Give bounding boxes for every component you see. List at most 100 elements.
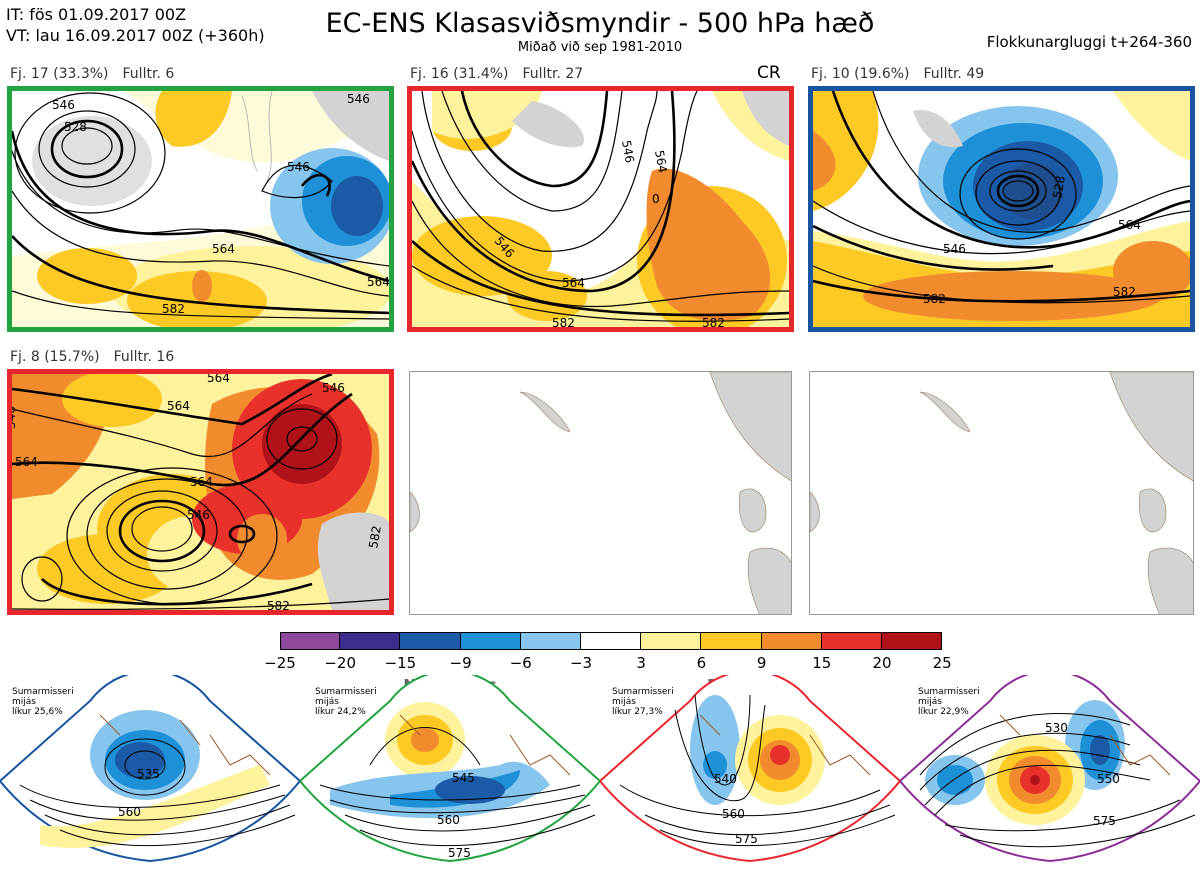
regime-4-map[interactable]: 530 550 575	[900, 675, 1200, 871]
regime-2-info-line: líkur 24,2%	[315, 707, 366, 717]
cluster-3-label: Fj. 10 (19.6%) Fulltr. 49	[811, 66, 984, 82]
colorbar-tick-label: −3	[569, 654, 593, 672]
colorbar-tick-label: −9	[449, 654, 472, 672]
colorbar-swatch	[761, 632, 822, 650]
colorbar-swatch	[460, 632, 521, 650]
regime-4-info-line: Sumarmisseri	[918, 687, 980, 697]
colorbar-tick-label: −25	[264, 654, 296, 672]
colorbar-swatch	[641, 632, 702, 650]
cluster-3-contour-label: 546	[943, 242, 966, 256]
cluster-1-contour-label: 564	[212, 242, 235, 256]
cluster-3-name: Fj. 10 (19.6%)	[811, 66, 910, 82]
regime-3-info-line: líkur 27,3%	[612, 707, 663, 717]
colorbar-tick-label: 25	[932, 654, 952, 672]
colorbar-swatch	[701, 632, 762, 650]
cluster-3-contour-label: 564	[1118, 218, 1141, 232]
regime-1-contour-label: 560	[118, 805, 141, 819]
regime-2-contour-label: 545	[452, 771, 475, 785]
colorbar-tick-label: 15	[812, 654, 832, 672]
colorbar-swatch	[821, 632, 882, 650]
control-run-badge: CR	[757, 63, 781, 83]
empty-map-panel	[409, 371, 792, 615]
cluster-4-map[interactable]: 546 564 564 564 546 564 546 582 582	[7, 369, 394, 615]
colorbar-tick-label: 9	[756, 654, 767, 672]
cluster-4-contour-label: 564	[207, 374, 230, 385]
regime-4-contour-label: 530	[1045, 721, 1068, 735]
colorbar-swatch	[400, 632, 461, 650]
cluster-4-label: Fj. 8 (15.7%) Fulltr. 16	[10, 349, 174, 365]
page-subtitle: Miðað við sep 1981-2010	[517, 40, 683, 55]
cluster-1-rep: Fulltr. 6	[122, 66, 175, 82]
cluster-1-label: Fj. 17 (33.3%) Fulltr. 6	[10, 66, 174, 82]
regime-3-info-line: mijás	[612, 697, 636, 707]
cluster-2-contour-label: 564	[562, 276, 585, 290]
cluster-3-contour-label: 582	[1113, 285, 1136, 299]
cluster-1-contour-label: 546	[347, 92, 370, 106]
regime-1-info-line: Sumarmisseri	[12, 687, 74, 697]
colorbar-swatch	[882, 632, 943, 650]
cluster-4-rep: Fulltr. 16	[113, 349, 175, 365]
colorbar-tick-label: −20	[324, 654, 357, 672]
colorbar-swatch	[340, 632, 401, 650]
header-times: IT: fös 01.09.2017 00Z VT: lau 16.09.201…	[6, 4, 265, 46]
cluster-2-contour-label: 582	[702, 316, 725, 327]
cluster-1-name: Fj. 17 (33.3%)	[10, 66, 109, 82]
cluster-4-name: Fj. 8 (15.7%)	[10, 349, 100, 365]
regime-2-map[interactable]: 545 560 575	[300, 675, 600, 871]
cluster-3-map[interactable]: 546 564 528 582 582	[808, 86, 1195, 332]
regime-1-info: Sumarmisseri mijás líkur 25,6%	[12, 687, 74, 717]
cluster-1-contour-label: 528	[64, 120, 87, 134]
colorbar-tick-label: −6	[509, 654, 532, 672]
cluster-2-contour-label: 564	[652, 149, 670, 174]
cluster-2-contour-label: 582	[552, 316, 575, 327]
cluster-4-contour-label: 546	[322, 381, 345, 395]
cluster-2-contour-label: 546	[619, 139, 637, 164]
cluster-4-contour-label: 546	[187, 508, 210, 522]
regime-4-info-line: mijás	[918, 697, 942, 707]
regime-1-info-line: líkur 25,6%	[12, 707, 63, 717]
cluster-2-label: Fj. 16 (31.4%) Fulltr. 27	[410, 66, 583, 82]
regime-4-contour-label: 550	[1097, 772, 1120, 786]
cluster-2-contour-label: 0	[652, 192, 660, 206]
regime-2-info-line: mijás	[315, 697, 339, 707]
regime-2-info-line: Sumarmisseri	[315, 687, 377, 697]
colorbar-swatch	[581, 632, 642, 650]
page-title: EC-ENS Klasasviðsmyndir - 500 hPa hæð	[325, 8, 875, 39]
regime-3-contour-label: 540	[714, 772, 737, 786]
valid-time: VT: lau 16.09.2017 00Z (+360h)	[6, 26, 265, 45]
regime-1-info-line: mijás	[12, 697, 36, 707]
cluster-4-contour-label: 564	[15, 455, 38, 469]
cluster-4-contour-label: 564	[190, 475, 213, 489]
regime-2-contour-label: 575	[448, 846, 471, 860]
cluster-2-name: Fj. 16 (31.4%)	[410, 66, 509, 82]
colorbar-tick-label: 3	[636, 654, 646, 672]
regime-1-contour-label: 535	[137, 767, 160, 781]
regime-4-info: Sumarmisseri mijás líkur 22,9%	[918, 687, 980, 717]
colorbar-tick-label: −15	[384, 654, 417, 672]
regime-4-contour-label: 575	[1093, 814, 1116, 828]
regime-2-info: Sumarmisseri mijás líkur 24,2%	[315, 687, 377, 717]
cluster-1-contour-label: 582	[162, 302, 185, 316]
cluster-4-contour-label: 564	[167, 399, 190, 413]
cluster-1-contour-label: 564	[367, 275, 389, 289]
cluster-2-rep: Fulltr. 27	[522, 66, 584, 82]
cluster-3-rep: Fulltr. 49	[923, 66, 985, 82]
empty-map-panel	[809, 371, 1194, 615]
cluster-1-map[interactable]: 546 528 546 564 564 582 546	[7, 86, 394, 332]
regime-3-contour-label: 560	[722, 807, 745, 821]
regime-1-map[interactable]: 535 560	[0, 675, 300, 871]
regime-2-contour-label: 560	[437, 813, 460, 827]
cluster-2-map[interactable]: 546 564 546 564 582 582 0	[407, 86, 794, 332]
cluster-3-contour-label: 528	[1050, 175, 1068, 200]
regime-3-contour-label: 575	[735, 832, 758, 846]
regime-3-info-line: Sumarmisseri	[612, 687, 674, 697]
regime-3-map[interactable]: 540 560 575	[600, 675, 900, 871]
cluster-4-contour-label: 582	[267, 599, 290, 610]
colorbar-swatch	[280, 632, 341, 650]
colorbar-swatch	[520, 632, 581, 650]
colorbar-tick-label: 6	[696, 654, 707, 672]
regime-3-info: Sumarmisseri mijás líkur 27,3%	[612, 687, 674, 717]
cluster-3-contour-label: 582	[923, 292, 946, 306]
cluster-1-contour-label: 546	[287, 160, 310, 174]
cluster-4-contour-label: 582	[366, 525, 384, 550]
